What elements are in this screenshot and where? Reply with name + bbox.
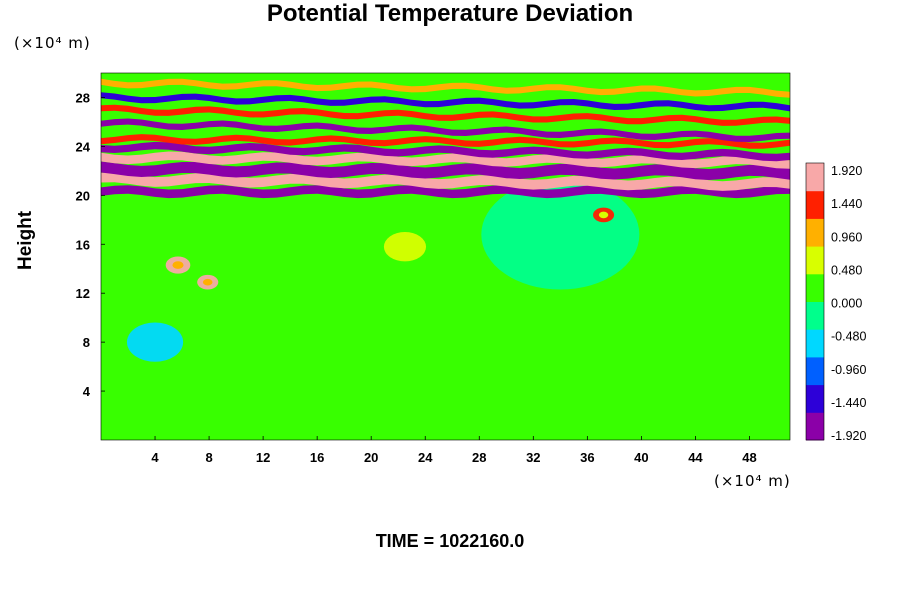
band-3	[101, 151, 790, 169]
y-tick-label-28: 28	[76, 90, 90, 105]
colorbar-label-0: 1.920	[831, 164, 862, 178]
colorbar-step-3	[806, 329, 824, 358]
band-5	[101, 134, 790, 149]
y-tick-label-12: 12	[76, 286, 90, 301]
colorbar-label-5: -0.480	[831, 330, 866, 344]
anomaly-2	[126, 322, 184, 362]
x-axis-ticks: 4 8 12 16 20 24 28 32 36 40 44 48	[151, 436, 757, 465]
y-tick-label-20: 20	[76, 188, 90, 203]
field-background	[101, 73, 790, 440]
band-6	[101, 118, 790, 142]
colorbar-label-6: -0.960	[831, 363, 866, 377]
y-axis-unit: (×10⁴ m)	[14, 34, 91, 52]
colorbar-step-0	[806, 412, 824, 441]
band-8	[101, 92, 790, 112]
colorbar-label-7: -1.440	[831, 396, 866, 410]
x-tick-label-44: 44	[688, 450, 703, 465]
band-7	[101, 104, 790, 126]
x-tick-label-36: 36	[580, 450, 594, 465]
colorbar-step-9	[806, 163, 824, 192]
band-4	[101, 141, 790, 162]
colorbar-label-8: -1.920	[831, 429, 866, 443]
x-tick-label-8: 8	[205, 450, 212, 465]
x-tick-label-12: 12	[256, 450, 270, 465]
heatmap-field	[101, 73, 790, 440]
chart-title: Potential Temperature Deviation	[266, 0, 634, 27]
y-tick-label-8: 8	[83, 335, 90, 350]
anomaly-0	[481, 179, 640, 290]
band-2	[101, 161, 790, 180]
y-tick-label-24: 24	[76, 139, 91, 154]
colorbar-step-2	[806, 356, 824, 386]
y-axis-ticks: 4 8 12 16 20 24 28	[76, 90, 105, 399]
band-1	[101, 172, 790, 191]
colorbar-frame	[805, 162, 825, 441]
colorbar: 1.920 1.440 0.960 0.480 0.000 -0.480 -0.960 -1.…	[805, 162, 866, 443]
x-tick-label-32: 32	[526, 450, 540, 465]
anomaly-core-4	[202, 278, 213, 286]
anomaly-core-5	[172, 261, 184, 269]
y-tick-label-16: 16	[76, 237, 90, 252]
colorbar-step-8	[806, 190, 824, 219]
time-footer: TIME = 1022160.0	[375, 531, 525, 551]
colorbar-step-5	[806, 273, 824, 302]
anomaly-core-3	[598, 211, 609, 219]
band-9	[101, 78, 790, 98]
x-tick-label-16: 16	[310, 450, 324, 465]
x-tick-label-48: 48	[742, 450, 756, 465]
colorbar-step-7	[806, 218, 824, 247]
x-axis-unit: (×10⁴ m)	[714, 472, 791, 490]
colorbar-step-4	[806, 301, 824, 330]
plot-frame	[100, 72, 791, 441]
colorbar-step-6	[806, 246, 824, 275]
colorbar-label-2: 0.960	[831, 230, 862, 244]
colorbar-label-4: 0.000	[831, 297, 862, 311]
x-tick-label-40: 40	[634, 450, 648, 465]
colorbar-label-1: 1.440	[831, 197, 862, 211]
x-tick-label-24: 24	[418, 450, 433, 465]
colorbar-step-1	[806, 384, 824, 413]
y-tick-label-4: 4	[83, 384, 91, 399]
colorbar-label-3: 0.480	[831, 263, 862, 277]
x-tick-label-4: 4	[151, 450, 159, 465]
x-tick-label-28: 28	[472, 450, 486, 465]
x-tick-label-20: 20	[364, 450, 378, 465]
anomaly-1	[383, 232, 427, 262]
